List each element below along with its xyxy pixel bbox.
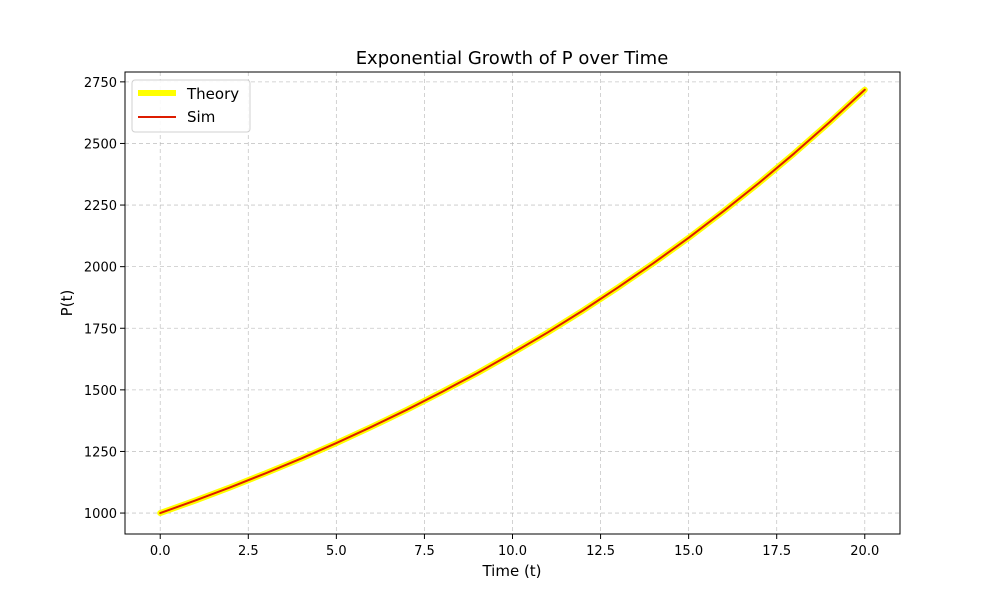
x-tick-label: 0.0 <box>150 544 171 559</box>
y-tick-label: 1500 <box>84 384 117 399</box>
x-tick-label: 2.5 <box>238 544 259 559</box>
series-lines <box>157 86 868 517</box>
x-axis-label: Time (t) <box>481 562 541 580</box>
chart-title: Exponential Growth of P over Time <box>356 48 669 69</box>
y-tick-label: 1250 <box>84 445 117 460</box>
series-line-theory <box>157 86 868 517</box>
x-tick-label: 5.0 <box>326 544 347 559</box>
x-tick-label: 7.5 <box>414 544 435 559</box>
y-tick-label: 2750 <box>84 76 117 91</box>
x-tick-label: 10.0 <box>498 544 527 559</box>
legend-label-theory: Theory <box>186 85 239 103</box>
y-tick-label: 2250 <box>84 199 117 214</box>
legend-label-sim: Sim <box>187 108 215 126</box>
x-axis-ticks: 0.0 2.5 5.0 7.5 10.0 12.5 15.0 17.5 20.0 <box>150 534 879 559</box>
y-tick-label: 2500 <box>84 137 117 152</box>
x-tick-label: 15.0 <box>674 544 703 559</box>
y-axis-ticks: 1000 1250 1500 1750 2000 2250 2500 2750 <box>84 76 125 522</box>
y-tick-label: 2000 <box>84 261 117 276</box>
y-tick-label: 1750 <box>84 322 117 337</box>
x-tick-label: 17.5 <box>762 544 791 559</box>
x-tick-label: 20.0 <box>850 544 879 559</box>
x-tick-label: 12.5 <box>586 544 615 559</box>
y-tick-label: 1000 <box>84 507 117 522</box>
legend: Theory Sim <box>131 79 251 133</box>
series-line-sim <box>159 88 866 515</box>
y-axis-label: P(t) <box>58 290 76 317</box>
grid <box>125 72 900 534</box>
